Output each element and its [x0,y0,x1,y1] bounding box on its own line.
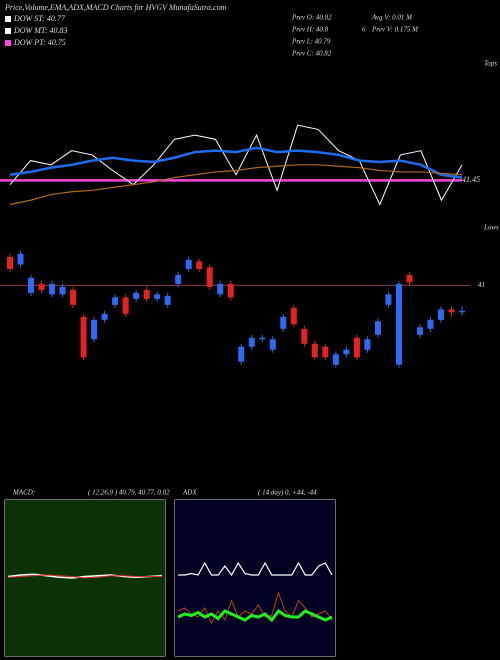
candle-body [217,283,224,295]
candle-body [70,289,77,305]
candle-body [322,346,329,358]
series-line [177,591,333,625]
candle-body [385,294,392,305]
series-line [9,146,463,179]
edge-label: Tops [484,60,497,68]
panel-background [175,500,335,656]
panel-subtitle: ( 14 day) 0, +44, -44 [258,489,317,497]
candle-body [269,339,276,350]
series-line [7,574,162,579]
edge-label: Lows [483,224,499,232]
legend-label: DOW ST: 40.77 [13,14,66,23]
candle-body [49,283,56,295]
chart-title: Price,Volume,EMA,ADX,MACD Charts for HVG… [4,3,227,12]
candle-body [343,349,350,355]
info-text: Prev H: 40.8 [291,26,329,34]
legend-swatch [5,16,11,22]
candle-body [301,328,308,344]
info-text: Prev L: 40.79 [291,38,331,46]
candle-body [59,286,66,295]
series-line [9,164,463,206]
candle-body [143,289,150,299]
candle-body [248,337,255,347]
candle-body [122,297,129,314]
candle-body [364,339,371,350]
legend-label: DOW PT: 40.75 [13,38,66,47]
info-text: Prev V: 0.175 M [371,26,419,34]
candle-body [259,337,266,340]
candle-body [416,327,423,335]
series-line [178,561,333,577]
candle-body [238,346,245,362]
candle-body [448,309,455,313]
panel-title: ADX [182,489,197,497]
candle-body [206,267,213,287]
candle-body [374,321,381,335]
candle-body [280,316,287,329]
candle-body [353,337,360,358]
candle-body [332,354,339,365]
candle-body [227,283,234,298]
info-text: 6 [362,26,366,34]
series-line [177,608,333,623]
candle-body [185,259,192,269]
candle-body [133,292,140,299]
panel-title: MACD: [12,489,35,497]
candle-body [38,283,45,290]
candle-body [406,274,413,283]
candle-body [459,310,465,313]
candle-body [91,319,98,340]
legend-swatch [5,40,11,46]
candle-body [311,343,318,358]
series-line [7,573,163,579]
level-label: 41.45 [462,175,480,184]
candle-body [7,256,13,269]
candle-body [395,283,402,365]
info-text: Prev C: 40.82 [291,50,332,58]
candle-body [80,316,87,358]
candle-body [175,274,182,284]
candle-body [112,297,119,305]
candle-body [196,261,203,269]
candle-body [290,307,297,325]
candle-body [154,294,161,299]
candle-body [427,319,434,329]
candle-body [17,253,24,265]
candle-body [164,295,171,305]
legend-label: DOW MT: 40.83 [13,26,68,35]
panel-subtitle: ( 12,26,9 ) 40.79, 40.77, 0.02 [88,489,170,497]
candle-body [101,313,108,320]
y-tick-label: 41 [478,281,485,289]
info-text: Avg V: 0.01 M [371,14,413,22]
candle-body [28,277,35,293]
candle-body [437,309,444,320]
info-text: Prev O: 40.82 [291,14,332,22]
series-line [9,124,463,206]
legend-swatch [5,28,11,34]
